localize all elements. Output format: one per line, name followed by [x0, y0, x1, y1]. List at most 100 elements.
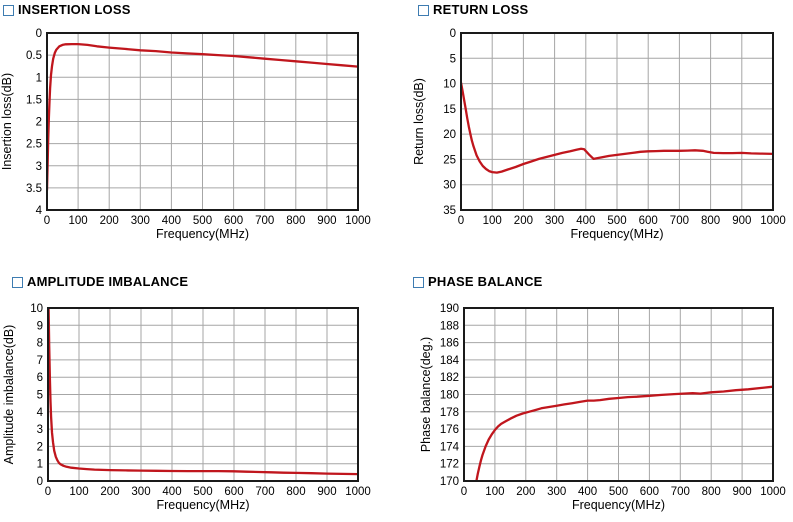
chart-title-text: PHASE BALANCE: [428, 274, 543, 289]
svg-text:100: 100: [69, 215, 88, 227]
svg-text:300: 300: [545, 215, 564, 227]
svg-text:176: 176: [440, 424, 459, 436]
svg-text:500: 500: [193, 486, 212, 498]
svg-text:100: 100: [69, 486, 88, 498]
svg-text:190: 190: [440, 303, 459, 315]
svg-text:700: 700: [255, 215, 274, 227]
svg-text:100: 100: [485, 486, 504, 498]
svg-text:182: 182: [440, 372, 459, 384]
square-bullet-icon: [413, 276, 424, 288]
svg-text:1: 1: [36, 72, 42, 84]
svg-text:20: 20: [443, 129, 456, 141]
svg-text:180: 180: [440, 390, 459, 402]
svg-text:900: 900: [733, 486, 752, 498]
svg-text:178: 178: [440, 407, 459, 419]
svg-text:200: 200: [100, 486, 119, 498]
phase-balance-chart: 0 100 200 300 400 500 600 700 800 900 1000 190 188 18…: [419, 303, 786, 512]
svg-text:Frequency(MHz): Frequency(MHz): [570, 227, 663, 241]
svg-text:0: 0: [37, 476, 43, 488]
svg-text:5: 5: [37, 390, 43, 402]
svg-text:200: 200: [514, 215, 533, 227]
svg-text:35: 35: [443, 205, 456, 217]
svg-text:800: 800: [286, 486, 305, 498]
svg-text:5: 5: [450, 53, 456, 65]
svg-text:0: 0: [44, 215, 50, 227]
svg-text:10: 10: [443, 79, 456, 91]
chart-title-text: RETURN LOSS: [433, 2, 529, 17]
svg-text:400: 400: [162, 215, 181, 227]
svg-text:30: 30: [443, 180, 456, 192]
svg-text:2: 2: [37, 441, 43, 453]
svg-text:4: 4: [36, 205, 43, 217]
chart-title-text: INSERTION LOSS: [18, 2, 131, 17]
svg-text:900: 900: [317, 486, 336, 498]
svg-text:900: 900: [732, 215, 751, 227]
svg-text:300: 300: [131, 486, 150, 498]
svg-text:Return loss(dB): Return loss(dB): [412, 78, 426, 165]
svg-text:25: 25: [443, 154, 456, 166]
svg-text:172: 172: [440, 459, 459, 471]
svg-text:0: 0: [36, 28, 42, 40]
square-bullet-icon: [12, 276, 23, 288]
svg-text:400: 400: [578, 486, 597, 498]
svg-text:400: 400: [576, 215, 595, 227]
svg-text:Frequency(MHz): Frequency(MHz): [156, 498, 249, 512]
svg-text:2: 2: [36, 117, 42, 129]
svg-text:3.5: 3.5: [26, 183, 42, 195]
svg-text:0.5: 0.5: [26, 50, 42, 62]
svg-text:800: 800: [286, 215, 305, 227]
square-bullet-icon: [418, 4, 429, 16]
chart-panel-insertion-loss: INSERTION LOSS 0 100 200 300 400 500 600 700 800…: [0, 0, 396, 261]
svg-text:500: 500: [193, 215, 212, 227]
svg-text:1000: 1000: [345, 215, 371, 227]
svg-text:3: 3: [37, 424, 43, 436]
svg-text:1000: 1000: [760, 486, 786, 498]
svg-text:300: 300: [131, 215, 150, 227]
svg-text:174: 174: [440, 441, 460, 453]
svg-text:1000: 1000: [345, 486, 371, 498]
svg-text:4: 4: [37, 407, 44, 419]
svg-text:184: 184: [440, 355, 460, 367]
svg-text:1.5: 1.5: [26, 94, 42, 106]
square-bullet-icon: [3, 4, 14, 16]
svg-text:700: 700: [255, 486, 274, 498]
svg-text:0: 0: [458, 215, 464, 227]
chart-title-amplitude-imbalance: AMPLITUDE IMBALANCE: [12, 275, 188, 289]
svg-text:1: 1: [37, 459, 43, 471]
amplitude-imbalance-chart: 0 100 200 300 400 500 600 700 800 900 100010987654…: [2, 303, 371, 512]
svg-text:200: 200: [516, 486, 535, 498]
svg-text:3: 3: [36, 161, 42, 173]
svg-text:800: 800: [702, 486, 721, 498]
chart-title-insertion-loss: INSERTION LOSS: [3, 3, 131, 17]
svg-text:6: 6: [37, 372, 43, 384]
svg-text:600: 600: [640, 486, 659, 498]
svg-text:200: 200: [100, 215, 119, 227]
svg-text:500: 500: [609, 486, 628, 498]
chart-title-text: AMPLITUDE IMBALANCE: [27, 274, 189, 289]
svg-text:186: 186: [440, 338, 459, 350]
chart-panel-return-loss: RETURN LOSS 0 100 200 300 400 500 600 700 800 900…: [396, 0, 793, 261]
chart-title-phase-balance: PHASE BALANCE: [413, 275, 543, 289]
svg-text:Amplitude imbalance(dB): Amplitude imbalance(dB): [2, 325, 16, 465]
insertion-loss-chart: 0 100 200 300 400 500 600 700 800 900 1000 0 0.5 1 1.5…: [0, 28, 371, 241]
svg-text:800: 800: [701, 215, 720, 227]
svg-text:170: 170: [440, 476, 459, 488]
svg-text:7: 7: [37, 355, 43, 367]
svg-text:Insertion loss(dB): Insertion loss(dB): [0, 73, 14, 170]
svg-text:1000: 1000: [760, 215, 786, 227]
chart-panel-amplitude-imbalance: AMPLITUDE IMBALANCE 0 100 200 300 400 500 600 7…: [0, 261, 396, 522]
svg-text:100: 100: [483, 215, 502, 227]
svg-text:188: 188: [440, 320, 459, 332]
svg-text:Phase balance(deg.): Phase balance(deg.): [419, 337, 433, 452]
svg-text:Frequency(MHz): Frequency(MHz): [572, 498, 665, 512]
svg-text:900: 900: [317, 215, 336, 227]
svg-text:300: 300: [547, 486, 566, 498]
svg-text:Frequency(MHz): Frequency(MHz): [156, 227, 249, 241]
svg-text:500: 500: [607, 215, 626, 227]
svg-text:9: 9: [37, 320, 43, 332]
svg-text:600: 600: [224, 486, 243, 498]
svg-text:10: 10: [30, 303, 43, 315]
svg-text:8: 8: [37, 338, 43, 350]
svg-text:0: 0: [45, 486, 51, 498]
